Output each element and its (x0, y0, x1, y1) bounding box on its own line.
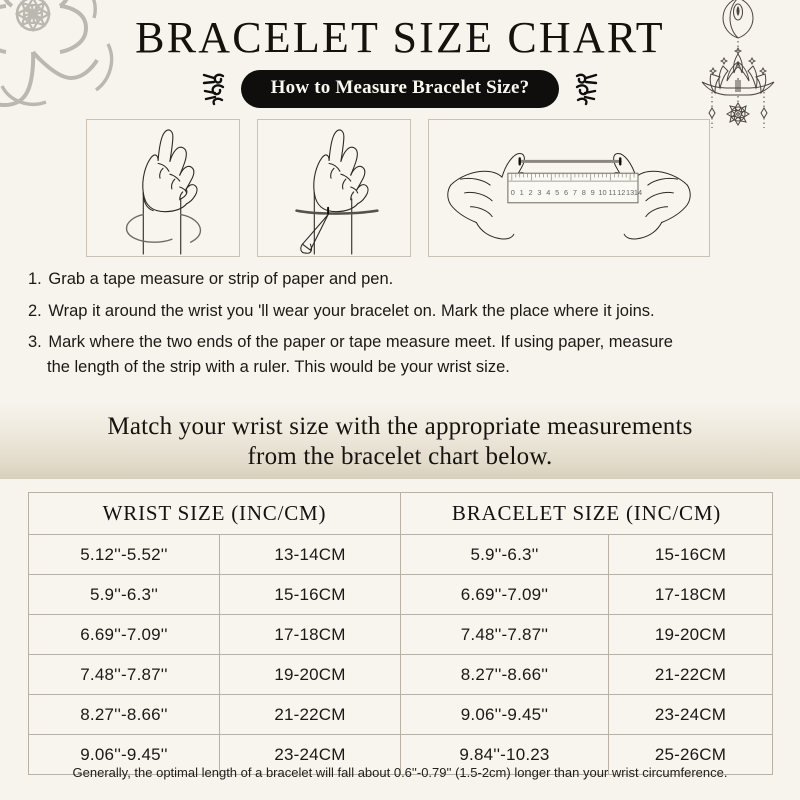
band-line-1: Match your wrist size with the appropria… (107, 412, 693, 440)
cell-wrist-inch: 9.06''-9.45'' (28, 734, 220, 775)
cell-wrist-cm: 17-18CM (219, 614, 401, 655)
decorative-flourish-icon (576, 73, 598, 106)
svg-text:8: 8 (582, 188, 586, 197)
cell-wrist-inch: 8.27''-8.66'' (28, 694, 220, 735)
cell-bracelet-inch: 5.9''-6.3'' (400, 534, 609, 575)
page-title: BRACELET SIZE CHART (135, 13, 665, 62)
hand-with-tape-loop-illustration (86, 119, 240, 257)
table-header-row: WRIST SIZE (INC/CM) BRACELET SIZE (INC/C… (28, 492, 773, 535)
match-size-band: Match your wrist size with the appropria… (0, 404, 800, 479)
column-header-wrist-size: WRIST SIZE (INC/CM) (28, 492, 401, 535)
hand-marking-strip-with-pen-illustration (257, 119, 411, 257)
cell-bracelet-cm: 21-22CM (608, 654, 773, 695)
list-item: 2. Wrap it around the wrist you 'll wear… (28, 299, 780, 324)
cell-wrist-cm: 13-14CM (219, 534, 401, 575)
svg-text:10: 10 (598, 188, 606, 197)
table-row: 8.27''-8.66'' 21-22CM 9.06''-9.45'' 23-2… (28, 694, 773, 735)
cell-wrist-cm: 23-24CM (219, 734, 401, 775)
cell-bracelet-inch: 8.27''-8.66'' (400, 654, 609, 695)
step-text: Grab a tape measure or strip of paper an… (48, 270, 394, 288)
step-number: 3. (28, 333, 42, 352)
cell-wrist-inch: 5.12''-5.52'' (28, 534, 220, 575)
subtitle-row: How to Measure Bracelet Size? (0, 70, 800, 108)
svg-text:7: 7 (573, 188, 577, 197)
svg-text:1: 1 (520, 188, 524, 197)
step-text-continuation: the length of the strip with a ruler. Th… (47, 358, 510, 377)
table-row: 9.06''-9.45'' 23-24CM 9.84''-10.23 25-26… (28, 734, 773, 775)
svg-text:2: 2 (529, 188, 533, 197)
svg-text:11: 11 (609, 188, 617, 197)
svg-text:13: 13 (626, 188, 634, 197)
band-line-2: from the bracelet chart below. (247, 442, 553, 470)
cell-bracelet-inch: 9.06''-9.45'' (400, 694, 609, 735)
cell-bracelet-inch: 9.84''-10.23 (400, 734, 609, 775)
step-number: 2. (28, 301, 42, 320)
table-row: 7.48''-7.87'' 19-20CM 8.27''-8.66'' 21-2… (28, 654, 773, 695)
cell-bracelet-cm: 25-26CM (608, 734, 773, 775)
svg-text:4: 4 (546, 188, 550, 197)
svg-text:12: 12 (617, 188, 625, 197)
cell-wrist-inch: 6.69''-7.09'' (28, 614, 220, 655)
band-text: Match your wrist size with the appropria… (107, 412, 692, 472)
table-row: 5.9''-6.3'' 15-16CM 6.69''-7.09'' 17-18C… (28, 574, 773, 615)
footer-note: Generally, the optimal length of a brace… (72, 765, 728, 780)
cell-bracelet-inch: 6.69''-7.09'' (400, 574, 609, 615)
svg-text:3: 3 (537, 188, 541, 197)
cell-bracelet-cm: 15-16CM (608, 534, 773, 575)
cell-wrist-cm: 15-16CM (219, 574, 401, 615)
cell-bracelet-cm: 19-20CM (608, 614, 773, 655)
subtitle-pill: How to Measure Bracelet Size? (240, 70, 560, 108)
cell-bracelet-cm: 17-18CM (608, 574, 773, 615)
size-table: WRIST SIZE (INC/CM) BRACELET SIZE (INC/C… (28, 492, 773, 775)
cell-wrist-inch: 5.9''-6.3'' (28, 574, 220, 615)
decorative-flourish-icon (202, 73, 224, 106)
cell-bracelet-cm: 23-24CM (608, 694, 773, 735)
cell-wrist-inch: 7.48''-7.87'' (28, 654, 220, 695)
svg-text:14: 14 (634, 188, 642, 197)
cell-bracelet-inch: 7.48''-7.87'' (400, 614, 609, 655)
step-text: Wrap it around the wrist you 'll wear yo… (48, 301, 655, 320)
column-header-bracelet-size: BRACELET SIZE (INC/CM) (400, 492, 773, 535)
svg-text:6: 6 (564, 188, 568, 197)
table-row: 6.69''-7.09'' 17-18CM 7.48''-7.87'' 19-2… (28, 614, 773, 655)
measure-steps-list: 1. Grab a tape measure or strip of paper… (28, 267, 780, 387)
table-row: 5.12''-5.52'' 13-14CM 5.9''-6.3'' 15-16C… (28, 534, 773, 575)
step-number: 1. (28, 270, 42, 288)
svg-text:0: 0 (511, 188, 515, 197)
svg-text:9: 9 (591, 188, 595, 197)
list-item: 3. Mark where the two ends of the paper … (28, 330, 780, 380)
svg-text:5: 5 (555, 188, 559, 197)
cell-wrist-cm: 21-22CM (219, 694, 401, 735)
list-item: 1. Grab a tape measure or strip of paper… (28, 267, 780, 292)
cell-wrist-cm: 19-20CM (219, 654, 401, 695)
size-table-wrapper: WRIST SIZE (INC/CM) BRACELET SIZE (INC/C… (28, 492, 773, 775)
step-text: Mark where the two ends of the paper or … (48, 333, 673, 352)
